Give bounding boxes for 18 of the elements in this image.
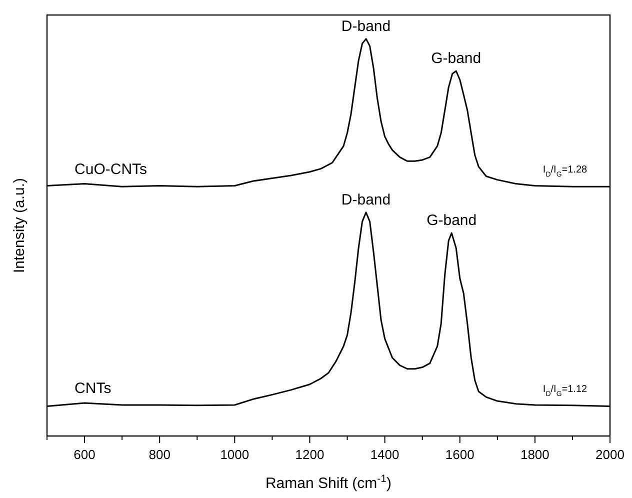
annotation: D-band — [341, 191, 391, 208]
x-tick-label: 2000 — [596, 447, 624, 462]
annotation: G-band — [431, 50, 482, 67]
y-axis-title: Intensity (a.u.) — [11, 178, 28, 274]
annotation: I$_{D}$/I$_{G}$=1.28 — [542, 164, 588, 178]
annotation: D-band — [341, 18, 391, 35]
x-tick-label: 1400 — [370, 447, 400, 462]
x-tick-label: 1000 — [220, 447, 250, 462]
x-axis-title: Raman Shift (cm$^{-1}$) — [265, 473, 392, 492]
annotation: G-band — [426, 212, 477, 230]
x-tick-label: 1200 — [295, 447, 324, 462]
x-tick-label: 1600 — [445, 447, 474, 462]
series-label: CNTs — [74, 380, 112, 398]
x-tick-label: 600 — [74, 447, 96, 462]
series-label: CuO-CNTs — [74, 160, 148, 178]
x-tick-label: 800 — [148, 447, 170, 462]
annotation: I$_{D}$/I$_{G}$=1.12 — [542, 384, 588, 398]
x-tick-label: 1800 — [520, 447, 550, 462]
